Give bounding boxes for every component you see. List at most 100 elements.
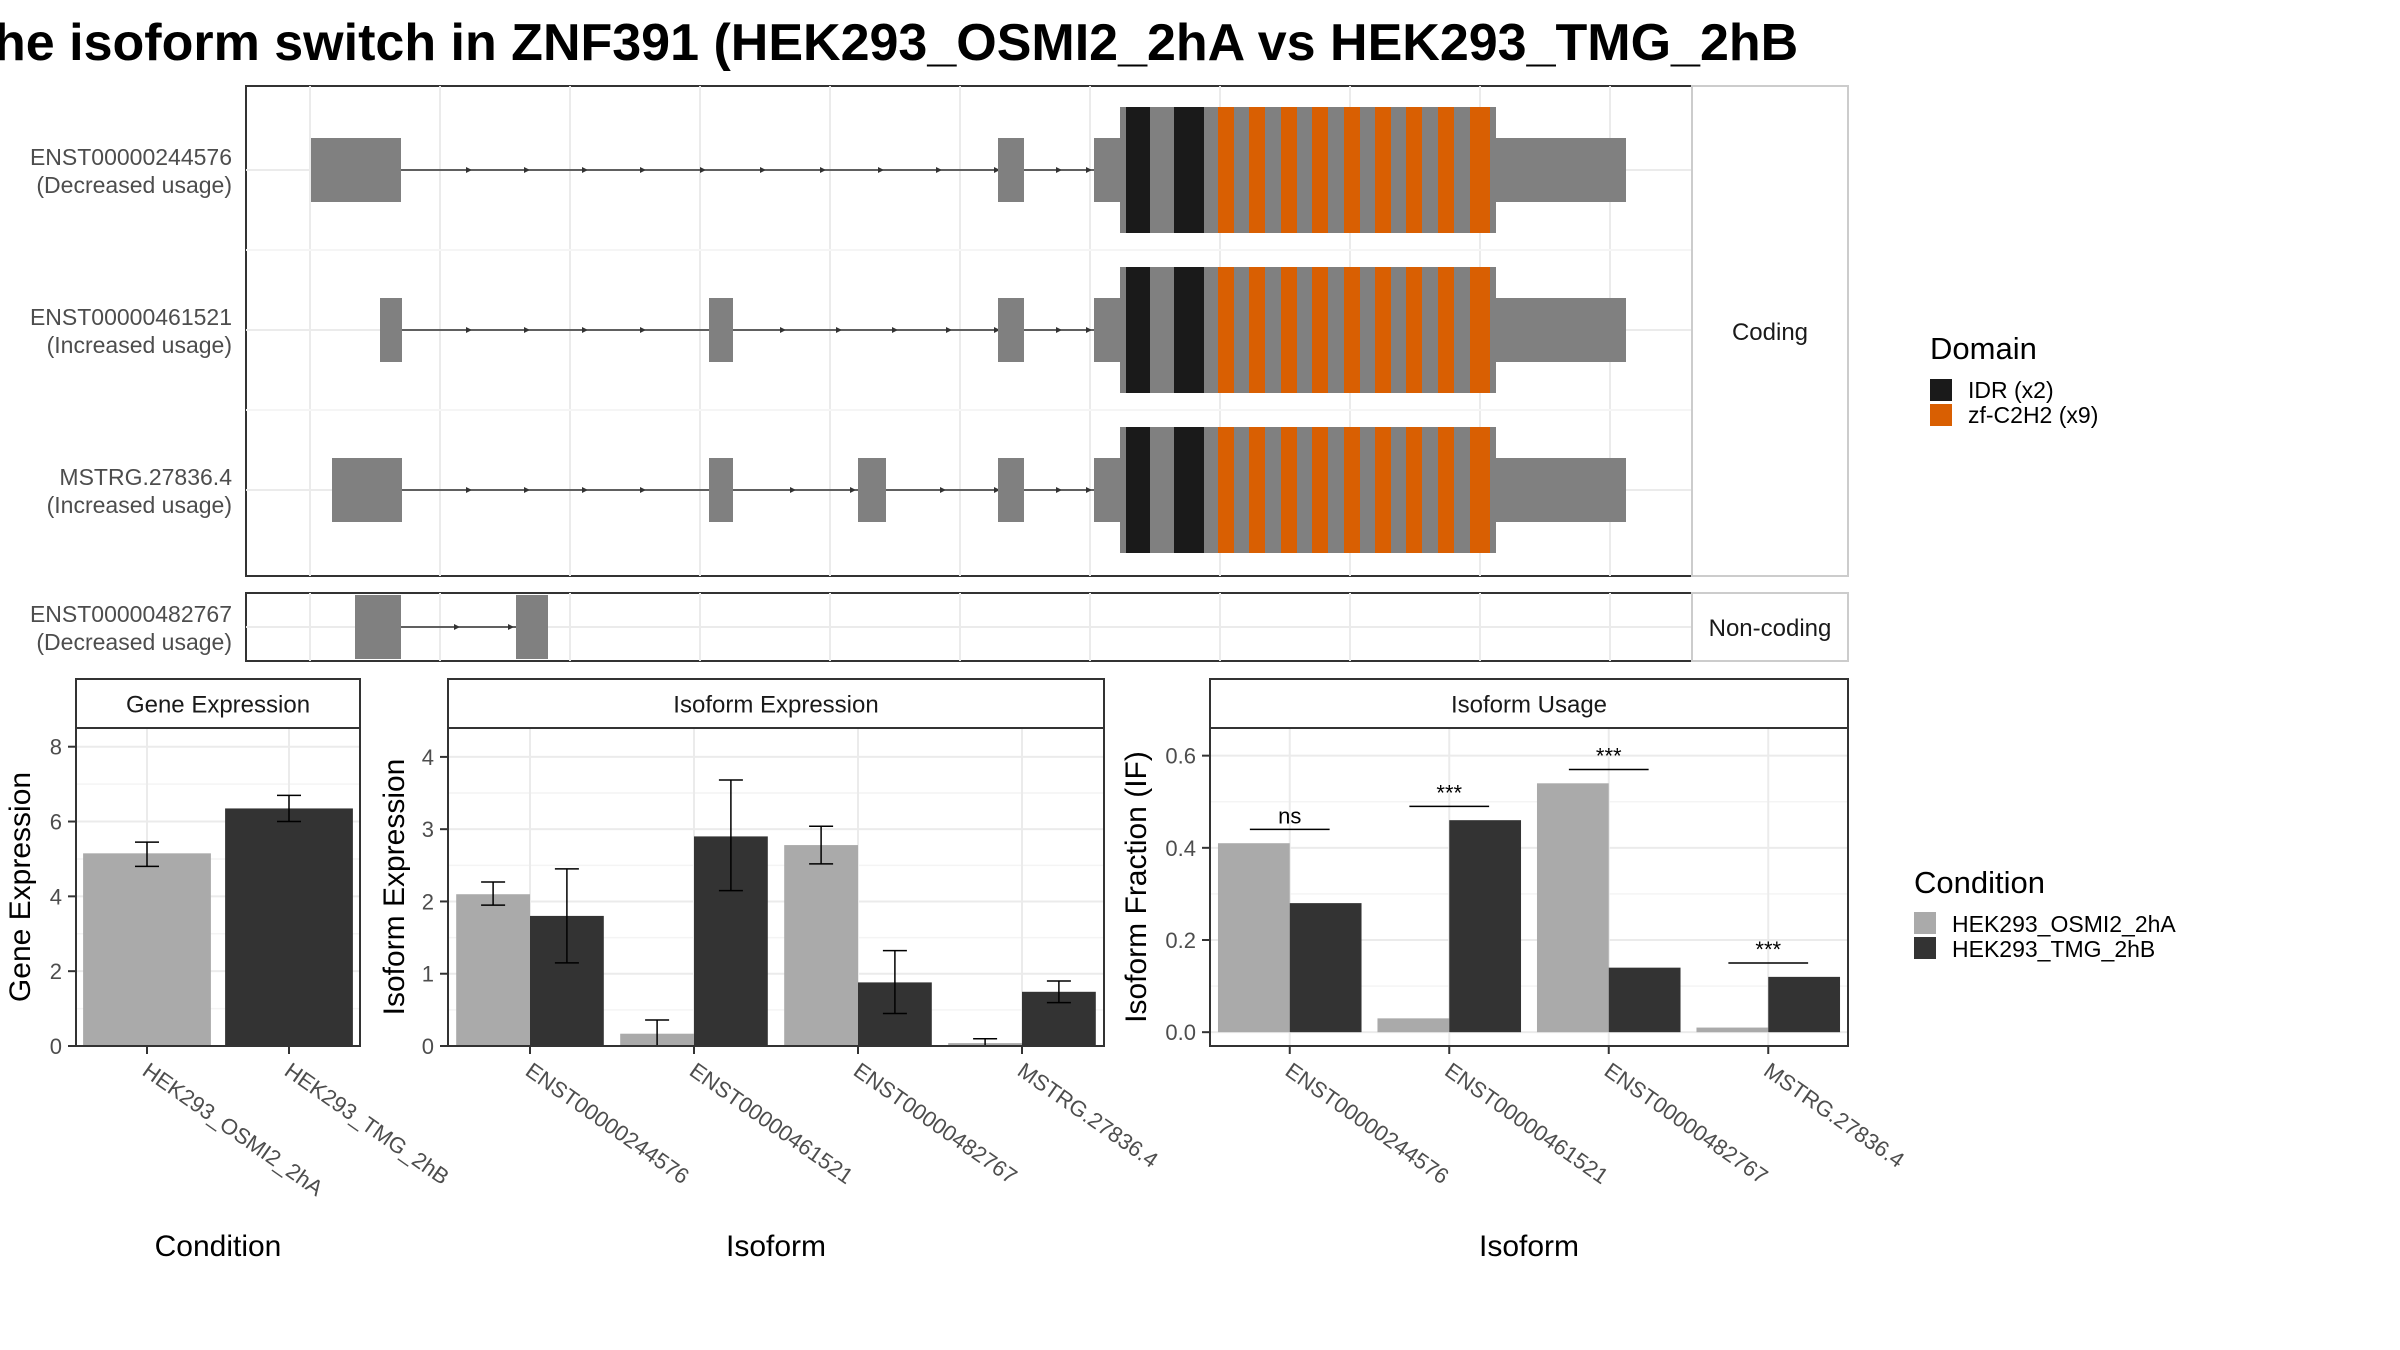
x-axis-title: Isoform xyxy=(1479,1230,1579,1263)
y-tick-label: 0.4 xyxy=(1165,836,1196,861)
transcript-id-label: MSTRG.27836.4 xyxy=(59,464,232,490)
x-tick-label: ENST00000461521 xyxy=(1440,1058,1613,1189)
zf-c2h2-domains xyxy=(1218,267,1490,393)
idr-domain xyxy=(1126,267,1150,393)
x-tick-label: MSTRG.27836.4 xyxy=(1759,1058,1909,1173)
legend-swatch-zf-c2h2 xyxy=(1930,404,1952,426)
bar xyxy=(1768,976,1841,1033)
significance-label: *** xyxy=(1596,743,1622,768)
bar xyxy=(784,845,858,1046)
y-tick-label: 2 xyxy=(50,959,62,984)
x-tick-label: ENST00000461521 xyxy=(685,1058,858,1189)
idr-domain xyxy=(1174,267,1204,393)
panel-strip-title: Gene Expression xyxy=(126,692,310,719)
legend-label-condition-a: HEK293_OSMI2_2hA xyxy=(1952,911,2176,937)
y-tick-label: 0.2 xyxy=(1165,928,1196,953)
y-tick-label: 2 xyxy=(422,889,434,914)
noncoding-strip-label: Non-coding xyxy=(1709,615,1832,642)
transcript-usage-label: (Increased usage) xyxy=(47,332,232,358)
figure-title: he isoform switch in ZNF391 (HEK293_OSMI… xyxy=(0,14,1798,72)
transcript-row-1: ENST00000244576 (Decreased usage) xyxy=(30,107,1626,233)
significance-label: *** xyxy=(1755,937,1781,962)
intron-arrows xyxy=(466,487,1092,493)
x-tick-label: ENST00000482767 xyxy=(1600,1058,1773,1189)
zf-c2h2-domains xyxy=(1218,427,1490,553)
panel-strip xyxy=(447,678,1105,729)
y-tick-label: 0 xyxy=(50,1034,62,1059)
y-tick-label: 8 xyxy=(50,735,62,760)
bar xyxy=(83,853,211,1046)
idr-domain xyxy=(1174,107,1204,233)
condition-legend-title: Condition xyxy=(1914,865,2045,900)
transcript-id-label: ENST00000482767 xyxy=(30,601,232,627)
y-tick-label: 1 xyxy=(422,962,434,987)
legend-label-zf-c2h2: zf-C2H2 (x9) xyxy=(1968,402,2098,428)
idr-domain xyxy=(1174,427,1204,553)
exon xyxy=(1094,138,1122,202)
exon xyxy=(858,458,886,522)
exon xyxy=(516,595,548,659)
intron-arrows xyxy=(466,167,1092,173)
noncoding-strip: Non-coding xyxy=(1691,592,1849,662)
intron-arrow xyxy=(454,624,460,630)
bar xyxy=(1449,820,1522,1033)
significance-label: *** xyxy=(1436,780,1462,805)
x-tick-label: ENST00000244576 xyxy=(521,1058,694,1189)
x-tick-label: ENST00000244576 xyxy=(1281,1058,1454,1189)
intron-arrows xyxy=(466,327,1092,333)
x-tick-label: ENST00000482767 xyxy=(849,1058,1022,1189)
legend-label-condition-b: HEK293_TMG_2hB xyxy=(1952,936,2155,962)
transcript-id-label: ENST00000461521 xyxy=(30,304,232,330)
exon xyxy=(998,298,1024,362)
exon xyxy=(709,298,733,362)
idr-domain xyxy=(1126,427,1150,553)
domain-legend-title: Domain xyxy=(1930,331,2037,366)
exon xyxy=(1494,138,1626,202)
transcript-id-label: ENST00000244576 xyxy=(30,144,232,170)
y-tick-label: 6 xyxy=(50,810,62,835)
bar xyxy=(1289,903,1362,1033)
legend-swatch-condition-b xyxy=(1914,937,1936,959)
bar xyxy=(1696,1027,1769,1033)
legend-swatch-idr xyxy=(1930,379,1952,401)
exon xyxy=(1494,458,1626,522)
exon xyxy=(1094,458,1122,522)
y-tick-label: 0 xyxy=(422,1034,434,1059)
isoform-usage-panel: ns *** *** *** Isoform Usage 0.0 0.2 0.4 0.6 ENST… xyxy=(1120,678,1909,1263)
y-axis-title: Isoform Expression xyxy=(378,759,411,1016)
zf-c2h2-domains xyxy=(1218,107,1490,233)
isoform-expression-panel: Isoform Expression01234ENST00000244576EN… xyxy=(378,678,1163,1263)
exon xyxy=(332,458,402,522)
y-tick-label: 0.6 xyxy=(1165,744,1196,769)
y-tick-label: 4 xyxy=(422,745,434,770)
legend-label-idr: IDR (x2) xyxy=(1968,377,2054,403)
transcript-usage-label: (Decreased usage) xyxy=(36,629,232,655)
exon xyxy=(1494,298,1626,362)
significance-label: ns xyxy=(1278,803,1301,828)
panel-strip xyxy=(75,678,361,729)
y-tick-label: 3 xyxy=(422,817,434,842)
exon xyxy=(1094,298,1122,362)
bar xyxy=(1536,783,1609,1033)
y-axis-title: Isoform Fraction (IF) xyxy=(1120,751,1153,1023)
noncoding-panel: Non-coding ENST00000482767 (Decreased us… xyxy=(30,592,1849,662)
panel-strip-title: Isoform Expression xyxy=(673,692,878,719)
panel-strip xyxy=(1209,678,1849,729)
legend-swatch-condition-a xyxy=(1914,912,1936,934)
noncoding-strip-box xyxy=(1691,592,1849,662)
bar xyxy=(1217,843,1290,1033)
gene-expression-panel: Gene Expression02468HEK293_OSMI2_2hAHEK2… xyxy=(4,678,454,1263)
bar xyxy=(1608,967,1681,1033)
exon xyxy=(311,138,401,202)
bar xyxy=(1377,1018,1450,1033)
y-axis-title: Gene Expression xyxy=(4,772,37,1002)
coding-strip: Coding xyxy=(1691,85,1849,577)
panel-strip-title: Isoform Usage xyxy=(1451,692,1607,719)
transcript-usage-label: (Decreased usage) xyxy=(36,172,232,198)
exon xyxy=(355,595,401,659)
y-tick-label: 0.0 xyxy=(1165,1020,1196,1045)
condition-legend: Condition HEK293_OSMI2_2hA HEK293_TMG_2h… xyxy=(1914,865,2176,962)
intron-arrow xyxy=(508,624,514,630)
x-axis-title: Condition xyxy=(155,1230,282,1263)
